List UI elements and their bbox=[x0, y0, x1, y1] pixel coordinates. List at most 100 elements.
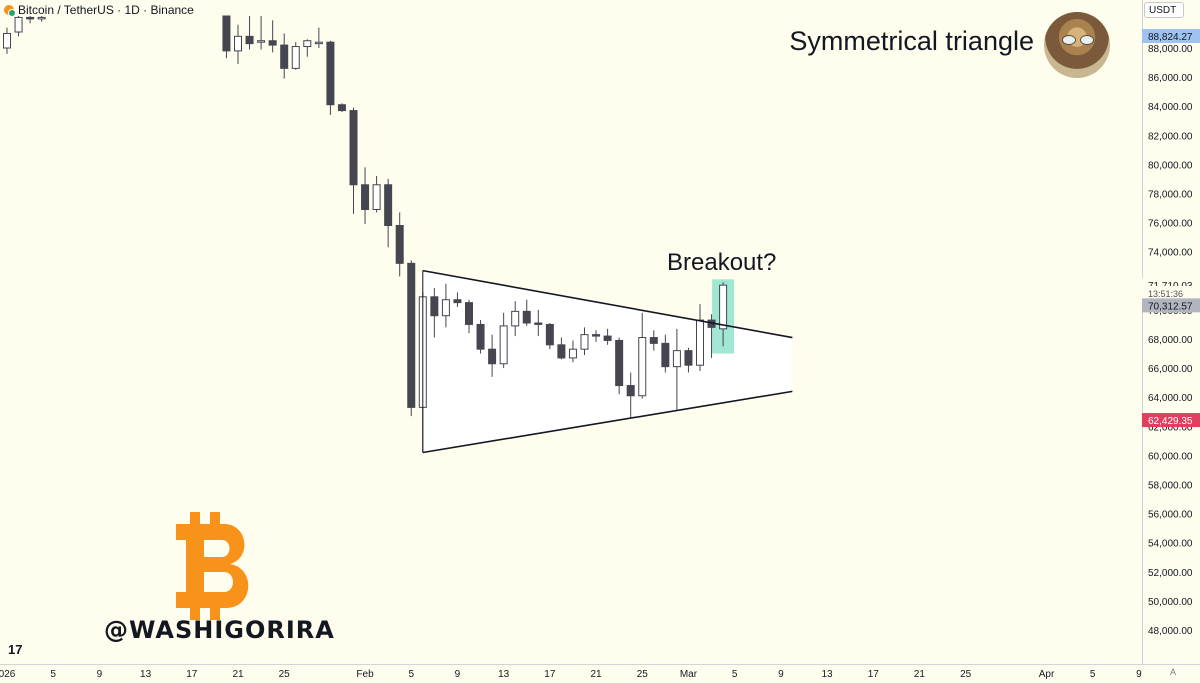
glasses-right-icon bbox=[1080, 35, 1094, 45]
candle-down bbox=[661, 342, 670, 368]
candle-up bbox=[37, 16, 46, 20]
candle-down bbox=[488, 348, 497, 365]
price-tick-label: 80,000.00 bbox=[1148, 160, 1193, 171]
symbol-label: Bitcoin / TetherUS · 1D · Binance bbox=[18, 3, 194, 17]
candle-down bbox=[684, 350, 693, 366]
candle-down bbox=[245, 35, 254, 45]
candle-down bbox=[649, 337, 658, 344]
candle-up bbox=[234, 35, 242, 52]
author-handle: @WASHIGORIRA bbox=[104, 616, 335, 644]
candle-down bbox=[268, 40, 277, 46]
bitcoin-tether-pair-icon bbox=[4, 5, 16, 17]
candle-up bbox=[580, 334, 589, 350]
candle-up bbox=[672, 350, 681, 368]
time-tick-label: 17 bbox=[868, 669, 880, 680]
candle-down bbox=[453, 299, 462, 304]
time-tick-label: 25 bbox=[960, 669, 972, 680]
candle-up bbox=[257, 40, 266, 43]
price-tag-label: 13:51:36 bbox=[1148, 289, 1183, 299]
time-axis[interactable] bbox=[0, 664, 1200, 683]
price-tick-label: 82,000.00 bbox=[1148, 131, 1193, 142]
candle-down bbox=[337, 104, 346, 112]
time-tick-label: 5 bbox=[732, 669, 738, 680]
price-tag-bg bbox=[1142, 413, 1200, 428]
price-tick-label: 62,000.00 bbox=[1148, 422, 1193, 433]
time-tick-label: 9 bbox=[97, 669, 103, 680]
time-tick-label: 21 bbox=[590, 669, 602, 680]
currency-selector[interactable]: USDT bbox=[1144, 2, 1184, 18]
triangle-area bbox=[422, 270, 793, 453]
price-tag-bg bbox=[1142, 286, 1200, 301]
price-tick-label: 50,000.00 bbox=[1148, 597, 1193, 608]
time-tick-label: Mar bbox=[680, 669, 698, 680]
price-tick-label: 48,000.00 bbox=[1148, 626, 1193, 637]
price-tag-label: 62,429.35 bbox=[1148, 416, 1193, 427]
candle-up bbox=[511, 310, 520, 327]
triangle-pattern-fill bbox=[422, 270, 793, 453]
candle-down bbox=[557, 344, 566, 359]
candle-down bbox=[26, 16, 35, 20]
time-tick-label: 13 bbox=[498, 669, 510, 680]
candle-down bbox=[545, 323, 554, 346]
time-tick-label: 21 bbox=[914, 669, 926, 680]
pattern-title: Symmetrical triangle bbox=[789, 26, 1034, 56]
candle-up bbox=[303, 40, 312, 48]
candle-down bbox=[222, 15, 231, 52]
time-tick-label: 13 bbox=[140, 669, 152, 680]
time-tick-label: 9 bbox=[1136, 669, 1142, 680]
breakout-label: Breakout? bbox=[667, 249, 777, 276]
candle-up bbox=[441, 299, 450, 317]
price-tick-label: 66,000.00 bbox=[1148, 364, 1193, 375]
candle-down bbox=[407, 262, 416, 408]
price-tick-label: 68,000.00 bbox=[1148, 335, 1193, 346]
time-tick-label: 25 bbox=[637, 669, 649, 680]
tradingview-logo-icon[interactable]: 17 bbox=[8, 642, 23, 657]
candle-up bbox=[372, 184, 381, 211]
price-tick-label: 88,000.00 bbox=[1148, 44, 1193, 55]
candle-up bbox=[499, 325, 508, 365]
candle-up bbox=[638, 337, 647, 397]
time-tick-label: Feb bbox=[356, 669, 374, 680]
time-tick-label: 9 bbox=[778, 669, 784, 680]
candle-down bbox=[626, 385, 635, 397]
candle-up bbox=[3, 32, 11, 49]
candle-down bbox=[534, 322, 543, 325]
price-tick-label: 76,000.00 bbox=[1148, 219, 1193, 230]
time-axis-labels: 026 5 9 13 17 21 25 Feb 5 9 13 17 21 25 Mar 5 9 13 17 21 25 A… bbox=[0, 669, 1142, 680]
time-tick-label: 9 bbox=[455, 669, 461, 680]
candle-down bbox=[603, 335, 612, 341]
candle-up bbox=[291, 46, 300, 69]
auto-scale-button[interactable]: A bbox=[1169, 667, 1176, 677]
price-tick-label: 78,000.00 bbox=[1148, 190, 1193, 201]
time-tick-label: 17 bbox=[186, 669, 198, 680]
candle-up bbox=[719, 284, 728, 330]
candle-up bbox=[696, 319, 704, 366]
avatar bbox=[1044, 12, 1110, 78]
triangle-pattern-lines[interactable] bbox=[422, 269, 793, 454]
price-tick-label: 52,000.00 bbox=[1148, 568, 1193, 579]
time-tick-label: 5 bbox=[1090, 669, 1096, 680]
price-tick-label: 74,000.00 bbox=[1148, 248, 1193, 259]
time-tick-label: 13 bbox=[821, 669, 833, 680]
price-axis[interactable] bbox=[1142, 0, 1200, 664]
candle-up bbox=[14, 16, 23, 33]
price-axis-labels: 88,000.00 86,000.00 84,000.00 82,000.00 80,0… bbox=[1142, 29, 1200, 637]
candle-down bbox=[522, 310, 531, 324]
candle-down bbox=[326, 41, 335, 106]
candle-up bbox=[314, 41, 323, 45]
price-tag-bg bbox=[1142, 298, 1200, 313]
candle-down bbox=[476, 323, 485, 350]
candle-down bbox=[361, 184, 370, 211]
price-tag-label: 70,312.57 bbox=[1148, 301, 1193, 312]
symbol-header[interactable]: Bitcoin / TetherUS · 1D · Binance bbox=[4, 2, 194, 18]
candle-down bbox=[592, 334, 601, 337]
time-tick-label: 5 bbox=[408, 669, 414, 680]
price-tag-bg bbox=[1142, 29, 1200, 44]
candle-down bbox=[465, 302, 473, 325]
triangle-upper-trendline bbox=[422, 269, 793, 339]
price-tick-label: 64,000.00 bbox=[1148, 393, 1193, 404]
candle-down bbox=[430, 296, 439, 317]
price-tick-label: 54,000.00 bbox=[1148, 539, 1193, 550]
time-tick-label: Apr bbox=[1039, 669, 1055, 680]
